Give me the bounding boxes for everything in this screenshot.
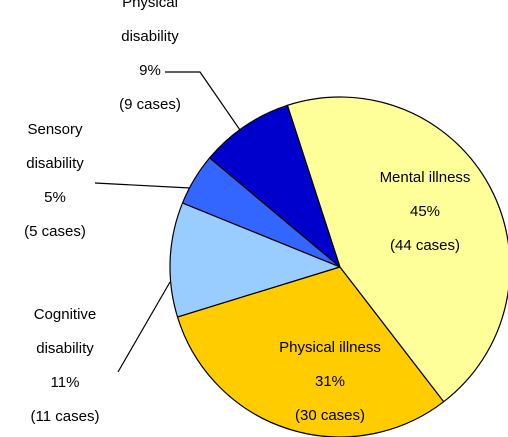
pie-slice <box>208 104 342 269</box>
slice-label: Cognitive disability 11% (11 cases) <box>15 298 115 434</box>
case-label: (11 cases) <box>30 408 100 425</box>
slice-label: Mental illness 45% (44 cases) <box>355 161 495 263</box>
pie-slice <box>176 266 445 437</box>
case-label: (5 cases) <box>24 223 86 240</box>
pie-slice <box>286 96 508 403</box>
case-label: (30 cases) <box>294 407 366 424</box>
leader-line <box>117 281 171 373</box>
category-label: Physical disability <box>121 0 179 45</box>
value-label: 9% <box>139 62 161 79</box>
leader-line <box>165 71 241 131</box>
category-label: Cognitive disability <box>33 306 97 357</box>
pie-slice <box>169 202 342 318</box>
case-label: (9 cases) <box>119 96 181 113</box>
slice-label: Sensory disability 5% (5 cases) <box>5 113 105 249</box>
slice-label: Physical illness 31% (30 cases) <box>250 331 410 433</box>
value-label: 45% <box>409 203 441 220</box>
leader-line <box>94 182 191 189</box>
value-label: 11% <box>50 374 80 391</box>
case-label: (44 cases) <box>389 237 461 254</box>
slice-label: Physical disability 9% (9 cases) <box>100 0 200 122</box>
value-label: 31% <box>314 373 346 390</box>
leader-lines <box>94 71 241 373</box>
category-label: Mental illness <box>379 169 471 186</box>
category-label: Sensory disability <box>26 121 84 172</box>
value-label: 5% <box>44 189 66 206</box>
category-label: Physical illness <box>279 339 381 356</box>
